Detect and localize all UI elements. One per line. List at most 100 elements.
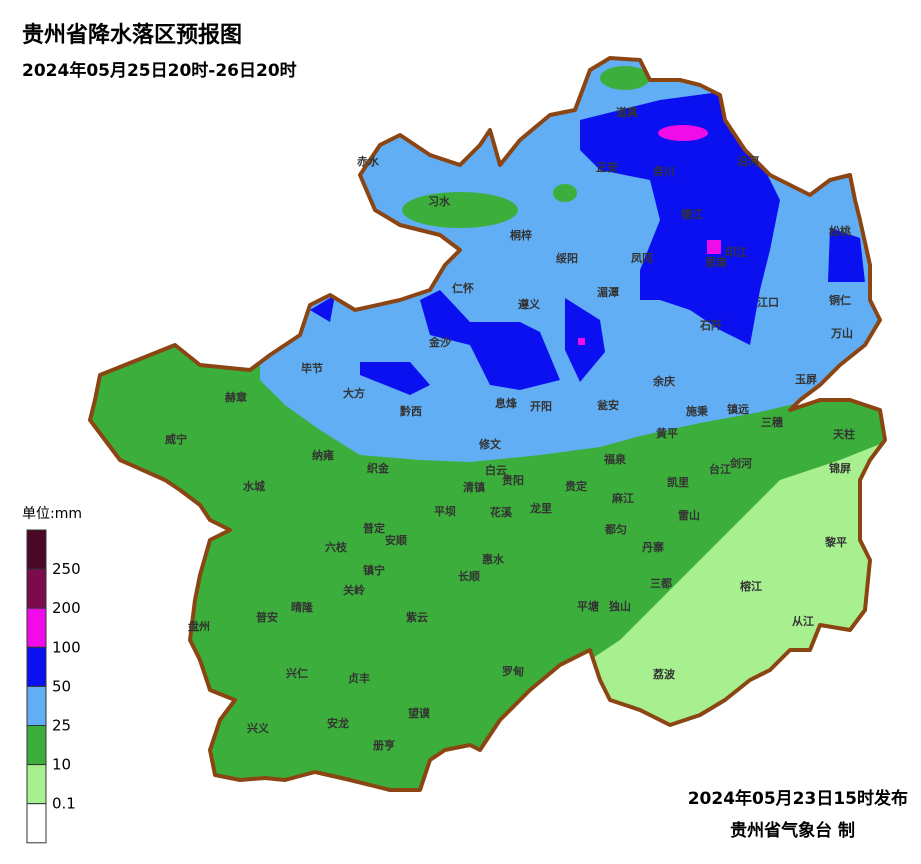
area-100 — [578, 125, 721, 345]
place-label: 册亨 — [373, 738, 395, 752]
area-50 — [310, 92, 865, 395]
place-label: 安龙 — [327, 716, 349, 730]
place-label: 凯里 — [667, 475, 689, 489]
area-10 — [402, 192, 518, 228]
province-border — [88, 56, 887, 792]
place-label: 荔波 — [652, 667, 676, 681]
place-label: 黄平 — [656, 426, 678, 440]
place-label: 兴义 — [247, 721, 270, 735]
place-label: 龙里 — [529, 501, 552, 515]
place-label: 息烽 — [495, 396, 518, 410]
area-10 — [553, 184, 577, 202]
place-label: 施秉 — [686, 404, 709, 418]
place-label: 平塘 — [577, 599, 599, 613]
place-label: 纳雍 — [312, 448, 334, 462]
place-label: 望谟 — [408, 706, 431, 720]
legend-swatch — [26, 725, 47, 766]
place-label: 赤水 — [357, 154, 380, 168]
place-label: 黎平 — [825, 535, 847, 549]
place-label: 金沙 — [428, 335, 451, 349]
place-label: 镇宁 — [363, 563, 385, 577]
place-label: 镇远 — [727, 402, 749, 416]
place-label: 铜仁 — [828, 293, 851, 307]
place-label: 普定 — [363, 521, 385, 535]
place-label: 瓮安 — [597, 398, 619, 412]
map-subtitle: 2024年05月25日20时-26日20时 — [22, 60, 297, 81]
legend: 250 200 100 50 25 10 0.1 — [26, 529, 81, 844]
place-label: 余庆 — [652, 374, 675, 388]
place-label: 松桃 — [829, 224, 851, 238]
maker: 贵州省气象台 制 — [730, 820, 855, 841]
place-label: 丹寨 — [642, 540, 664, 554]
place-label: 盘州 — [188, 619, 210, 633]
place-label: 正安 — [596, 160, 618, 174]
legend-label: 0.1 — [52, 795, 76, 813]
legend-unit: 单位:mm — [22, 506, 82, 522]
place-label: 玉屏 — [795, 373, 817, 386]
place-label: 天柱 — [833, 427, 855, 441]
place-label: 遵义 — [518, 297, 541, 311]
place-label: 剑河 — [729, 456, 752, 470]
place-label: 习水 — [428, 194, 451, 208]
place-label: 毕节 — [301, 361, 323, 375]
place-label: 兴仁 — [286, 666, 308, 680]
place-label: 雷山 — [678, 508, 700, 522]
place-label: 开阳 — [530, 399, 552, 413]
legend-swatch — [26, 607, 47, 648]
legend-swatch — [26, 568, 47, 609]
place-label: 湄潭 — [597, 285, 619, 299]
place-label: 罗甸 — [502, 664, 524, 678]
legend-swatch — [26, 529, 47, 570]
place-label: 麻江 — [611, 491, 634, 505]
place-label: 印江 — [725, 245, 747, 259]
place-label: 思南 — [705, 255, 727, 269]
legend-swatch — [26, 764, 47, 805]
place-label: 威宁 — [165, 432, 187, 446]
place-label: 都匀 — [604, 522, 627, 536]
place-label: 水城 — [243, 479, 265, 493]
legend-label: 200 — [52, 599, 81, 617]
place-label: 大方 — [343, 386, 365, 400]
legend-label: 250 — [52, 560, 81, 578]
place-label: 沿河 — [737, 154, 759, 168]
place-label: 赫章 — [225, 390, 247, 404]
place-label: 三穗 — [761, 415, 783, 429]
place-label: 平坝 — [434, 504, 456, 518]
place-label: 锦屏 — [829, 461, 851, 475]
place-label: 白云 — [485, 463, 507, 477]
place-label: 桐梓 — [510, 228, 532, 242]
place-label: 普安 — [256, 610, 278, 624]
place-label: 台江 — [709, 462, 731, 476]
place-label: 绥阳 — [556, 251, 578, 265]
place-label: 长顺 — [458, 569, 480, 583]
place-label: 江口 — [757, 295, 779, 309]
place-label: 独山 — [608, 599, 631, 613]
legend-label: 25 — [52, 717, 71, 735]
place-label: 万山 — [830, 326, 853, 340]
place-label: 贵定 — [565, 479, 587, 493]
legend-label: 50 — [52, 677, 71, 695]
map-title: 贵州省降水落区预报图 — [22, 23, 242, 48]
place-label: 紫云 — [406, 610, 428, 624]
place-label: 务川 — [653, 164, 675, 178]
place-label: 晴隆 — [291, 600, 314, 614]
area-10 — [600, 66, 650, 90]
place-label: 榕江 — [740, 579, 762, 593]
place-label: 贞丰 — [348, 671, 370, 685]
place-label: 凤冈 — [631, 252, 653, 265]
legend-swatch — [26, 803, 47, 844]
place-label: 德江 — [680, 207, 703, 221]
place-label: 六枝 — [325, 540, 348, 554]
place-label: 花溪 — [490, 505, 513, 519]
place-label: 石阡 — [699, 318, 722, 332]
legend-label: 10 — [52, 756, 71, 774]
place-label: 仁怀 — [452, 281, 474, 295]
place-label: 三都 — [650, 576, 672, 590]
place-label: 惠水 — [482, 552, 505, 566]
place-label: 黔西 — [400, 404, 422, 418]
legend-swatch — [26, 685, 47, 727]
legend-label: 100 — [52, 638, 81, 656]
